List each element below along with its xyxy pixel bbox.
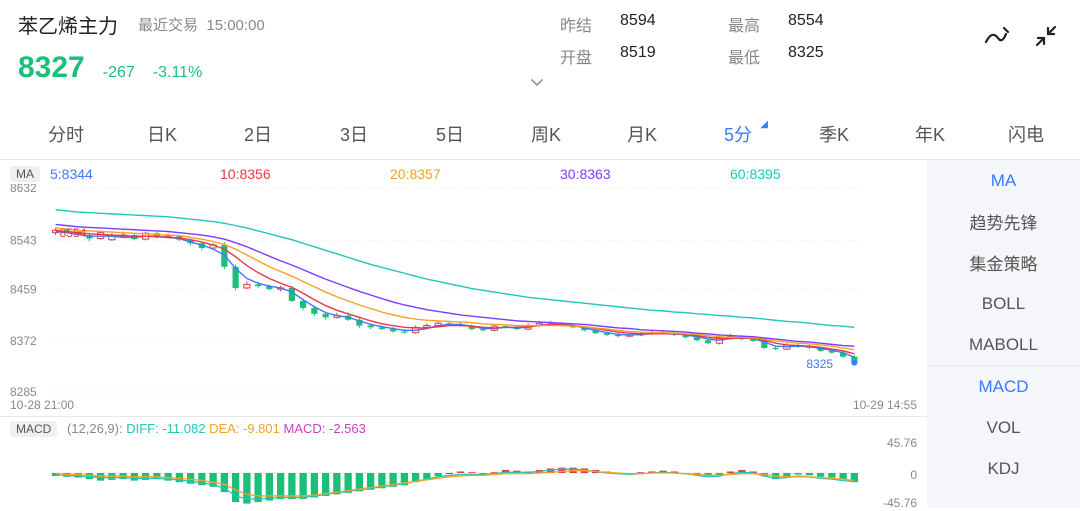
- timeframe-tab[interactable]: 月K: [594, 113, 690, 159]
- prev-close-label: 昨结: [560, 12, 592, 36]
- time-axis: 10-28 21:00 10-29 14:55: [0, 396, 927, 416]
- macd-chart[interactable]: 45.76 0 -45.76: [8, 438, 919, 508]
- macd-ymax: 45.76: [887, 436, 917, 450]
- timeframe-tabs: 分时日K2日3日5日周K月K5分◢季K年K闪电: [0, 113, 1080, 159]
- svg-text:8632: 8632: [10, 184, 37, 195]
- macd-zero: 0: [910, 468, 917, 482]
- indicator-option[interactable]: 趋势先锋: [927, 201, 1080, 242]
- timeframe-tab[interactable]: 季K: [786, 113, 882, 159]
- low-label: 最低: [728, 44, 760, 68]
- ma-legend-item: 10:8356: [220, 166, 390, 182]
- timeframe-tab[interactable]: 日K: [114, 113, 210, 159]
- indicator-option[interactable]: 集金策略: [927, 242, 1080, 283]
- last-trade-label: 最近交易 15:00:00: [138, 14, 265, 35]
- ma-legend: MA 5:834410:835620:835730:836360:8395: [0, 160, 927, 184]
- ma-legend-item: 30:8363: [560, 166, 730, 182]
- high-value: 8554: [788, 12, 868, 36]
- title-block: 苯乙烯主力 最近交易 15:00:00 8327 -267 -3.11%: [18, 10, 265, 85]
- indicator-option[interactable]: VOL: [927, 407, 1080, 448]
- timeframe-tab[interactable]: 周K: [498, 113, 594, 159]
- svg-text:8543: 8543: [10, 233, 37, 247]
- price-change: -267: [103, 64, 135, 82]
- chevron-down-icon[interactable]: [530, 78, 544, 88]
- quote-grid: 昨结 8594 最高 8554 开盘 8519 最低 8325: [560, 12, 868, 68]
- open-annot: 8554: [60, 226, 87, 240]
- draw-icon[interactable]: [982, 22, 1010, 50]
- timeframe-tab[interactable]: 5分◢: [690, 113, 786, 159]
- timeframe-tab[interactable]: 分时: [18, 113, 114, 159]
- collapse-icon[interactable]: [1034, 24, 1058, 48]
- indicator-option[interactable]: KDJ: [927, 448, 1080, 489]
- last-price: 8327: [18, 51, 85, 85]
- indicator-option[interactable]: MA: [927, 160, 1080, 201]
- ma-legend-label: MA: [10, 166, 40, 182]
- prev-close-value: 8594: [620, 12, 700, 36]
- header: 苯乙烯主力 最近交易 15:00:00 8327 -267 -3.11% 昨结 …: [0, 0, 1080, 85]
- timeframe-tab[interactable]: 5日: [402, 113, 498, 159]
- svg-text:8459: 8459: [10, 283, 37, 297]
- open-value: 8519: [620, 44, 700, 68]
- high-label: 最高: [728, 12, 760, 36]
- indicator-option[interactable]: BOLL: [927, 283, 1080, 324]
- ma-legend-item: 20:8357: [390, 166, 560, 182]
- macd-legend-item: DEA: -9.801: [209, 421, 283, 436]
- svg-text:8285: 8285: [10, 385, 37, 396]
- timeframe-tab[interactable]: 年K: [882, 113, 978, 159]
- macd-legend: MACD (12,26,9): DIFF: -11.082 DEA: -9.80…: [0, 417, 927, 436]
- timeframe-tab[interactable]: 闪电: [978, 113, 1074, 159]
- indicator-option[interactable]: MABOLL: [927, 324, 1080, 365]
- price-chart[interactable]: 8632 8543 8459 8372 8285 8325 8554: [8, 184, 919, 396]
- low-value: 8325: [788, 44, 868, 68]
- ma-legend-item: 60:8395: [730, 166, 900, 182]
- svg-text:8372: 8372: [10, 334, 37, 348]
- price-change-pct: -3.11%: [153, 64, 203, 82]
- macd-legend-item: MACD: -2.563: [284, 421, 366, 436]
- open-label: 开盘: [560, 44, 592, 68]
- x-start: 10-28 21:00: [10, 398, 74, 412]
- ma-legend-item: 5:8344: [50, 166, 220, 182]
- timeframe-tab[interactable]: 2日: [210, 113, 306, 159]
- macd-legend-item: DIFF: -11.082: [126, 421, 209, 436]
- symbol-name: 苯乙烯主力: [18, 10, 118, 39]
- last-price-annot: 8325: [806, 357, 833, 371]
- macd-ymin: -45.76: [883, 496, 917, 510]
- macd-legend-label: MACD: [10, 421, 57, 437]
- x-end: 10-29 14:55: [853, 398, 917, 412]
- indicator-side-panel: MA趋势先锋集金策略BOLLMABOLLMACDVOLKDJ: [927, 160, 1080, 508]
- timeframe-tab[interactable]: 3日: [306, 113, 402, 159]
- indicator-option[interactable]: MACD: [927, 366, 1080, 407]
